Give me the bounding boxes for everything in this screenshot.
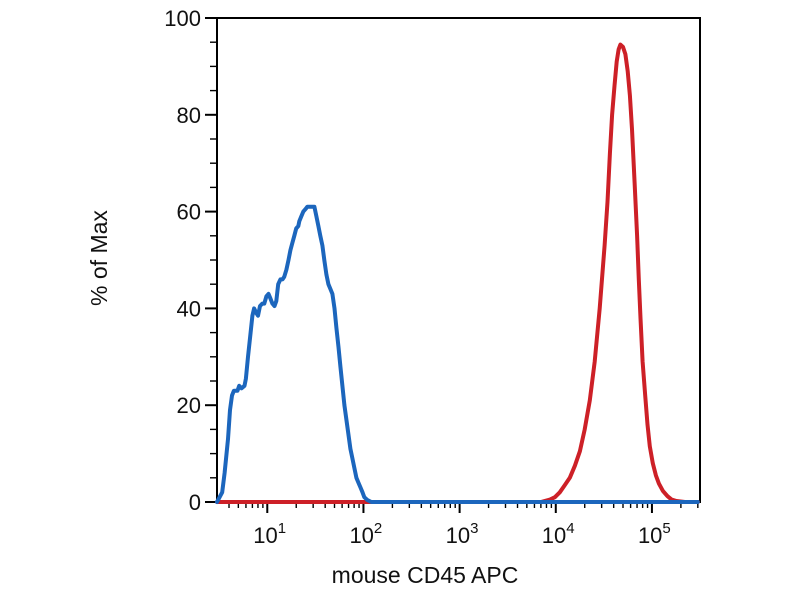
y-tick-label: 20 xyxy=(177,393,201,418)
y-tick-label: 60 xyxy=(177,200,201,225)
red-stained-population-curve xyxy=(215,42,700,504)
y-axis-label: % of Max xyxy=(86,210,112,306)
x-tick-label: 101 xyxy=(253,520,286,548)
x-tick-label: 105 xyxy=(638,520,671,548)
histogram-curves xyxy=(215,42,700,504)
blue-negative-population-curve xyxy=(215,204,700,504)
y-tick-label: 40 xyxy=(177,296,201,321)
x-axis-label: mouse CD45 APC xyxy=(332,562,519,588)
y-tick-label: 0 xyxy=(189,490,201,515)
y-axis-tick-labels: 0 20 40 60 80 100 xyxy=(164,6,201,515)
x-axis-tick-labels: 101 102 103 104 105 xyxy=(253,520,670,548)
y-axis-ticks xyxy=(205,17,217,503)
y-tick-label: 80 xyxy=(177,103,201,128)
x-tick-label: 102 xyxy=(349,520,382,548)
x-tick-label: 104 xyxy=(542,520,575,548)
x-tick-label: 103 xyxy=(446,520,479,548)
y-tick-label: 100 xyxy=(164,6,201,31)
